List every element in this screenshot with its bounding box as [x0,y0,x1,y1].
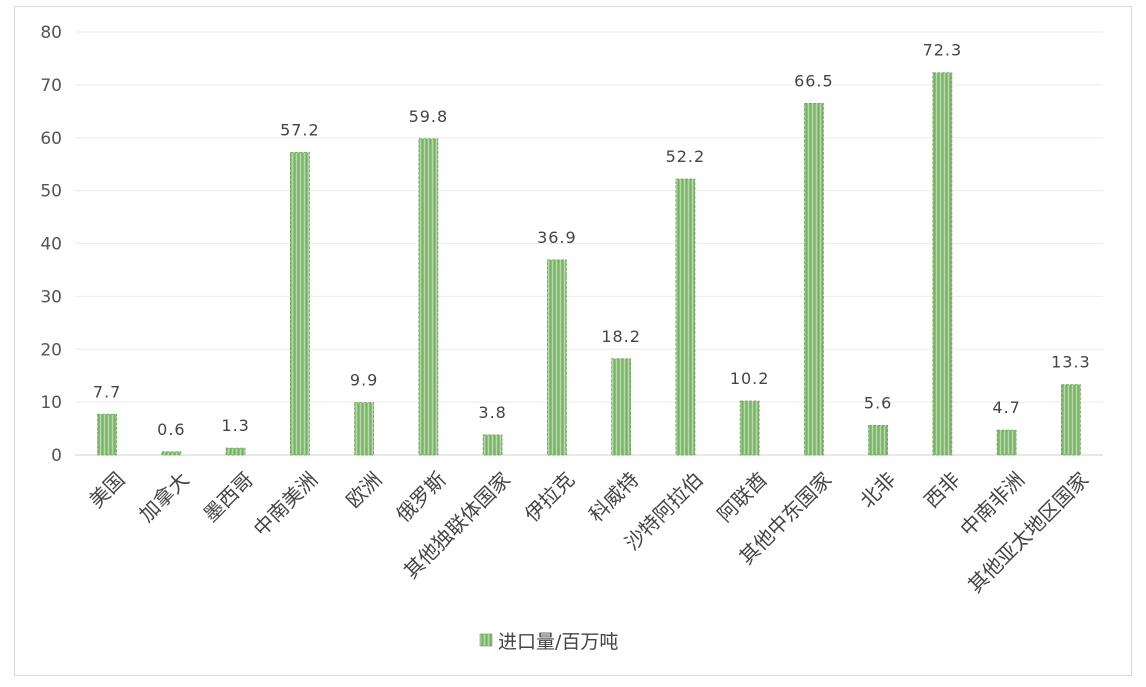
legend-label: 进口量/百万吨 [498,631,618,653]
x-tick-label: 科威特 [584,467,643,526]
x-tick-label: 美国 [84,467,129,512]
data-label: 3.8 [478,403,506,422]
data-label: 36.9 [537,228,577,247]
y-tick-label: 30 [40,287,62,307]
x-tick-label: 中南美洲 [249,467,323,541]
y-tick-label: 60 [40,129,62,149]
bar [996,429,1017,456]
x-tick-label: 其他亚太地区国家 [963,467,1093,597]
data-label: 1.3 [221,416,249,435]
bar [418,138,439,456]
y-tick-label: 80 [40,23,62,43]
data-label: 10.2 [730,369,770,388]
data-label: 72.3 [923,41,963,60]
data-label: 18.2 [601,327,641,346]
y-tick-label: 10 [40,393,62,413]
data-label: 59.8 [409,107,449,126]
data-label: 0.6 [157,420,185,439]
data-label: 57.2 [280,121,320,140]
bar [546,259,567,456]
data-label: 7.7 [93,382,121,401]
data-label: 66.5 [794,71,834,90]
bar [675,178,696,456]
y-tick-label: 0 [51,446,62,466]
x-tick-label: 伊拉克 [520,467,579,526]
bar [289,152,310,456]
bar [932,72,953,456]
bars [97,72,1081,456]
x-tick-label: 俄罗斯 [391,467,450,526]
bar [225,447,246,456]
bar [868,424,889,456]
x-tick-label: 欧洲 [341,467,386,512]
x-tick-label: 西非 [919,467,964,512]
bar [611,358,632,456]
bar [1060,384,1081,456]
bar [354,402,375,456]
data-labels: 7.7 0.6 1.3 57.2 9.9 59.8 3.8 36.9 18.2 52.2 10.2 6… [93,41,1091,439]
data-label: 13.3 [1051,353,1091,372]
y-axis: 0 10 20 30 40 50 60 70 80 [40,23,1103,466]
data-label: 4.7 [992,398,1020,417]
gridlines [75,31,1103,403]
x-tick-label: 阿联酋 [713,467,772,526]
y-tick-label: 40 [40,235,62,255]
x-tick-label: 北非 [855,467,900,512]
data-label: 5.6 [864,393,892,412]
y-tick-label: 70 [40,76,62,96]
bar [803,102,824,456]
x-tick-label: 墨西哥 [199,467,258,526]
bar [97,413,118,456]
y-tick-label: 20 [40,340,62,360]
y-tick-label: 50 [40,182,62,202]
bar [482,434,503,456]
legend: 进口量/百万吨 [479,631,618,653]
data-label: 52.2 [666,147,706,166]
data-label: 9.9 [350,371,378,390]
bar [161,451,182,456]
legend-swatch [479,633,493,647]
bar [739,400,760,456]
x-tick-label: 加拿大 [134,467,193,526]
